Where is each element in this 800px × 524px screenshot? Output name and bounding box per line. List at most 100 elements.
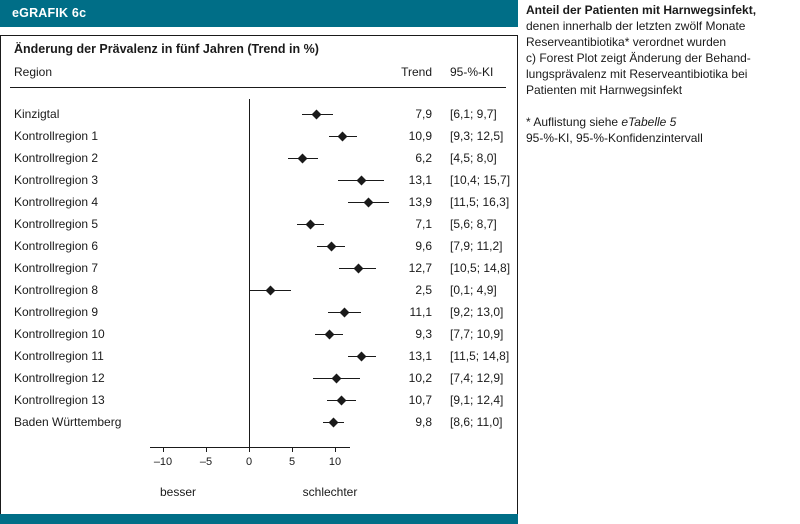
axis-tick-label: 10 [328,456,342,468]
axis-tick [292,447,293,452]
ci-value: [10,5; 14,8] [450,261,511,275]
figure-footer-bar [0,514,518,524]
region-label: Kontrollregion 12 [14,371,105,385]
point-marker [328,417,339,427]
table-row: Kontrollregion 9 11,1 [9,2; 13,0] [0,301,517,323]
region-label: Kontrollregion 3 [14,173,99,187]
axis-tick-label: 0 [245,456,253,468]
chart-title: Änderung der Prävalenz in fünf Jahren (T… [14,42,319,56]
figure-panel: eGRAFIK 6c Änderung der Prävalenz in fün… [0,0,518,524]
trend-value: 12,7 [408,261,432,275]
table-row: Kontrollregion 11 13,1 [11,5; 14,8] [0,345,517,367]
region-label: Kontrollregion 13 [14,393,105,407]
caption-line: Reserveantibiotika* verordnet wurden [526,35,727,49]
point-marker [356,351,367,361]
point-marker [326,241,337,251]
ci-value: [9,2; 13,0] [450,305,504,319]
table-row: Baden Württemberg 9,8 [8,6; 11,0] [0,411,517,433]
point-marker [339,307,350,317]
column-header-region: Region [14,65,53,79]
point-marker [324,329,334,339]
point-marker [356,175,367,185]
region-label: Kontrollregion 2 [14,151,99,165]
table-row: Kontrollregion 8 2,5 [0,1; 4,9] [0,279,517,301]
trend-value: 11,1 [409,305,432,319]
table-row: Kontrollregion 2 6,2 [4,5; 8,0] [0,147,517,169]
table-row: Kontrollregion 7 12,7 [10,5; 14,8] [0,257,517,279]
axis-tick-label: –5 [199,456,213,468]
figure-header-bar: eGRAFIK 6c [0,0,518,27]
point-marker [305,219,316,229]
point-marker [336,395,346,405]
trend-value: 13,9 [408,195,432,209]
table-row: Kontrollregion 4 13,9 [11,5; 16,3] [0,191,517,213]
caption-line: c) Forest Plot zeigt Änderung der Behand… [526,51,751,65]
point-marker [311,109,322,119]
region-label: Kontrollregion 9 [14,305,99,319]
ci-value: [10,4; 15,7] [450,173,511,187]
region-label: Kontrollregion 4 [14,195,99,209]
ci-value: [9,1; 12,4] [450,393,504,407]
trend-value: 10,2 [408,371,432,385]
trend-value: 7,9 [415,107,432,121]
point-marker [353,263,364,273]
figure-id-label: eGRAFIK 6c [12,6,87,20]
caption-line: lungsprävalenz mit Reserveantibiotika be… [526,67,748,81]
point-marker [331,373,342,383]
trend-value: 10,9 [408,129,432,143]
forest-rows: Kinzigtal 7,9 [6,1; 9,7] Kontrollregion 1 10… [0,103,517,433]
trend-value: 9,3 [415,327,432,341]
x-axis [150,447,350,448]
region-label: Kinzigtal [14,107,60,121]
header-divider [10,87,506,88]
point-marker [297,153,308,163]
region-label: Kontrollregion 10 [14,327,105,341]
table-row: Kontrollregion 5 7,1 [5,6; 8,7] [0,213,517,235]
ci-value: [7,7; 10,9] [450,327,504,341]
ci-value: [4,5; 8,0] [450,151,497,165]
caption-text: denen innerhalb der letzten zwölf Monate… [526,18,798,98]
table-row: Kontrollregion 6 9,6 [7,9; 11,2] [0,235,517,257]
column-header-ci: 95-%-KI [450,65,494,79]
caption-line: denen innerhalb der letzten zwölf Monate [526,19,746,33]
point-marker [337,131,348,141]
ci-value: [9,3; 12,5] [450,129,504,143]
axis-tick [335,447,336,452]
region-label: Kontrollregion 11 [14,349,104,363]
axis-tick [249,447,250,452]
figure-border-box [0,35,518,515]
region-label: Kontrollregion 1 [14,129,99,143]
trend-value: 9,6 [415,239,432,253]
trend-value: 7,1 [415,217,432,231]
region-label: Kontrollregion 5 [14,217,99,231]
caption-panel: Anteil der Patienten mit Harnwegsinfekt,… [526,2,798,146]
ci-value: [6,1; 9,7] [450,107,497,121]
axis-tick-label: –10 [153,456,173,468]
table-row: Kontrollregion 10 9,3 [7,7; 10,9] [0,323,517,345]
ci-value: [5,6; 8,7] [450,217,497,231]
ci-value: [8,6; 11,0] [450,415,503,429]
ci-value: [7,4; 12,9] [450,371,504,385]
axis-tick [206,447,207,452]
table-row: Kontrollregion 3 13,1 [10,4; 15,7] [0,169,517,191]
ci-value: [0,1; 4,9] [450,283,497,297]
ci-value: [11,5; 16,3] [450,195,510,209]
trend-value: 2,5 [415,283,432,297]
trend-value: 6,2 [415,151,432,165]
point-marker [265,285,276,295]
region-label: Kontrollregion 7 [14,261,99,275]
ci-value: [11,5; 14,8] [450,349,510,363]
footnote-prefix: * Auflistung siehe [526,115,622,129]
footnote-italic-ref: eTabelle 5 [621,115,677,129]
caption-title: Anteil der Patienten mit Harnwegsinfekt, [526,3,757,17]
axis-label-besser: besser [159,485,197,499]
caption-line: Patienten mit Harnwegsinfekt [526,83,683,97]
reference-line-zero [249,99,250,447]
region-label: Kontrollregion 6 [14,239,99,253]
region-label: Kontrollregion 8 [14,283,99,297]
trend-value: 13,1 [408,349,432,363]
region-label: Baden Württemberg [14,415,122,429]
trend-value: 13,1 [408,173,432,187]
column-header-trend: Trend [401,65,432,79]
table-row: Kontrollregion 12 10,2 [7,4; 12,9] [0,367,517,389]
